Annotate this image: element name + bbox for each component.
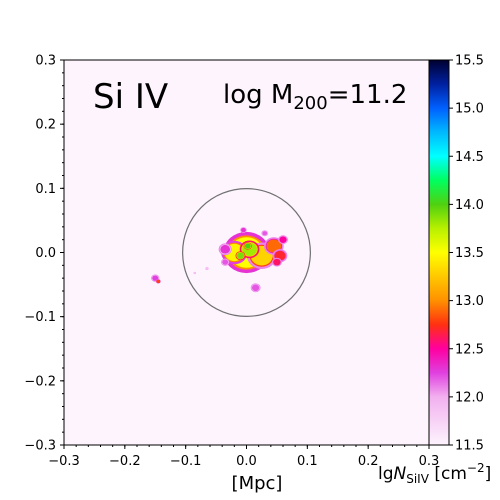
density-blob — [244, 243, 251, 249]
colorbar-tick-label: 14.0 — [455, 198, 484, 213]
y-tick-label: −0.1 — [24, 310, 56, 325]
colorbar-tick-label: 12.0 — [455, 390, 484, 405]
density-blob — [273, 258, 281, 266]
density-blob — [279, 236, 287, 243]
colorbar-tick-label: 15.5 — [455, 54, 484, 69]
y-tick-label: 0.0 — [35, 246, 56, 261]
x-axis-label: [Mpc] — [232, 473, 283, 494]
x-tick-label: 0.2 — [358, 454, 379, 469]
x-axis-ticks: −0.3 −0.2 −0.1 0.0 0.1 0.2 0.3 — [48, 445, 439, 469]
density-blob — [193, 272, 196, 274]
density-blob — [152, 275, 159, 281]
density-blob — [266, 239, 282, 253]
x-tick-label: 0.1 — [297, 454, 318, 469]
colorbar-tick-label: 13.5 — [455, 246, 484, 261]
halo-mass-label: log M200=11.2 — [223, 80, 407, 114]
x-tick-label: −0.2 — [109, 454, 141, 469]
density-blob — [222, 259, 229, 265]
colorbar-tick-label: 12.5 — [455, 342, 484, 357]
x-tick-label: 0.3 — [419, 454, 440, 469]
y-tick-label: 0.1 — [35, 182, 56, 197]
density-blob — [251, 284, 260, 292]
x-tick-label: −0.1 — [170, 454, 202, 469]
colorbar — [429, 60, 449, 445]
x-tick-label: 0.0 — [236, 454, 257, 469]
density-blob — [241, 227, 246, 233]
y-tick-label: −0.2 — [24, 374, 56, 389]
colorbar-ticks: 15.5 15.0 14.5 14.0 13.5 13.0 12.5 12.0 11.5 — [449, 54, 484, 454]
virial-radius-circle — [182, 188, 311, 317]
x-tick-label: −0.3 — [48, 454, 80, 469]
y-tick-label: 0.3 — [35, 54, 56, 69]
colorbar-tick-label: 13.0 — [455, 294, 484, 309]
density-blob — [205, 267, 209, 270]
colorbar-tick-label: 11.5 — [455, 439, 484, 454]
density-blob — [220, 244, 231, 254]
density-blobs — [151, 227, 288, 293]
colorbar-label: lgNSiIV [cm−2] — [378, 461, 491, 486]
species-label: Si IV — [93, 77, 168, 117]
y-tick-label: 0.2 — [35, 118, 56, 133]
colorbar-tick-label: 14.5 — [455, 150, 484, 165]
colorbar-tick-label: 15.0 — [455, 102, 484, 117]
density-blob — [156, 279, 161, 284]
density-blob — [262, 231, 268, 236]
density-blob — [236, 252, 245, 259]
y-axis-ticks: 0.3 0.2 0.1 0.0 −0.1 −0.2 −0.3 — [24, 54, 64, 454]
y-tick-label: −0.3 — [24, 439, 56, 454]
